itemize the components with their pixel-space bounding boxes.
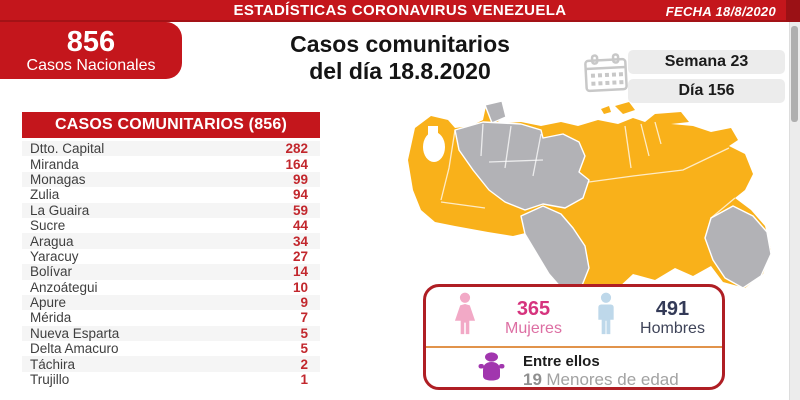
table-row: Zulia 94: [22, 187, 320, 202]
table-body: Dtto. Capital 282 Miranda 164 Monagas 99 Zu…: [22, 141, 320, 387]
national-cases-value: 856: [66, 25, 116, 58]
day-badge: Día 156: [628, 79, 785, 103]
table-row: Sucre 44: [22, 218, 320, 233]
minors-stat: Entre ellos 19 Menores de edad: [523, 353, 679, 390]
men-label: Hombres: [640, 319, 705, 337]
state-name: Yaracuy: [30, 248, 79, 264]
table-row: Dtto. Capital 282: [22, 141, 320, 157]
men-count: 491: [655, 297, 690, 320]
state-value: 5: [300, 325, 308, 341]
minors-line: 19 Menores de edad: [523, 370, 679, 390]
scrollbar-thumb[interactable]: [791, 26, 798, 122]
state-name: Mérida: [30, 310, 72, 326]
state-name: La Guaira: [30, 202, 90, 218]
table-row: Apure 9: [22, 294, 320, 311]
state-value: 9: [300, 295, 308, 311]
state-name: Nueva Esparta: [30, 325, 120, 341]
state-name: Apure: [30, 295, 67, 311]
state-value: 59: [292, 202, 308, 218]
state-name: Dtto. Capital: [30, 141, 105, 157]
state-value: 94: [292, 187, 308, 203]
venezuela-map: [393, 98, 788, 298]
community-cases-table: CASOS COMUNITARIOS (856) Dtto. Capital 28…: [22, 112, 320, 387]
top-banner: ESTADÍSTICAS CORONAVIRUS VENEZUELA FECHA…: [0, 0, 800, 22]
gender-stats-card: 365 Mujeres 491 Hombres: [423, 284, 725, 390]
state-value: 1: [300, 372, 308, 388]
national-cases-card: 856 Casos Nacionales: [0, 22, 182, 79]
minors-row: Entre ellos 19 Menores de edad: [426, 348, 722, 391]
banner-end-cap: [786, 0, 800, 22]
man-icon: [593, 292, 619, 343]
state-value: 10: [292, 279, 308, 295]
week-badge-label: Semana 23: [664, 53, 749, 70]
state-value: 164: [285, 156, 308, 172]
state-value: 5: [300, 341, 308, 357]
state-name: Miranda: [30, 156, 79, 172]
minors-title: Entre ellos: [523, 353, 600, 370]
women-label: Mujeres: [505, 319, 562, 337]
table-row: Mérida 7: [22, 310, 320, 325]
table-row: La Guaira 59: [22, 202, 320, 218]
woman-icon: [450, 292, 480, 343]
table-row: Aragua 34: [22, 233, 320, 249]
page-title-line2: del día 18.8.2020: [309, 58, 491, 84]
week-badge: Semana 23: [628, 50, 785, 74]
scrollbar-track[interactable]: [789, 22, 800, 400]
table-row: Anzoátegui 10: [22, 280, 320, 295]
table-row: Delta Amacuro 5: [22, 341, 320, 356]
minors-label: Menores de edad: [546, 370, 679, 389]
minors-count: 19: [523, 370, 542, 389]
page-title-line1: Casos comunitarios: [290, 31, 510, 57]
state-name: Trujillo: [30, 372, 70, 388]
women-count: 365: [516, 297, 551, 320]
national-cases-label: Casos Nacionales: [26, 56, 156, 74]
table-row: Nueva Esparta 5: [22, 325, 320, 342]
divider: [426, 346, 722, 348]
state-value: 44: [292, 218, 308, 234]
state-name: Táchira: [30, 356, 76, 372]
banner-date: FECHA 18/8/2020: [665, 3, 776, 19]
state-value: 14: [292, 264, 308, 280]
child-icon: [478, 352, 505, 391]
table-row: Bolívar 14: [22, 264, 320, 280]
state-name: Zulia: [30, 187, 60, 203]
state-value: 282: [285, 141, 308, 157]
table-row: Miranda 164: [22, 156, 320, 172]
state-name: Sucre: [30, 218, 66, 234]
table-row: Táchira 2: [22, 356, 320, 372]
state-name: Aragua: [30, 233, 74, 249]
table-row: Yaracuy 27: [22, 249, 320, 264]
state-name: Bolívar: [30, 264, 73, 280]
banner-title: ESTADÍSTICAS CORONAVIRUS VENEZUELA: [233, 1, 567, 19]
state-value: 99: [292, 171, 308, 187]
state-value: 34: [292, 233, 308, 249]
table-row: Trujillo 1: [22, 372, 320, 387]
state-value: 27: [292, 248, 308, 264]
day-badge-label: Día 156: [678, 82, 735, 99]
page-title: Casos comunitarios del día 18.8.2020: [235, 31, 565, 85]
men-stat: 491 Hombres: [631, 298, 714, 338]
state-name: Delta Amacuro: [30, 341, 119, 357]
table-row: Monagas 99: [22, 171, 320, 188]
gender-stats-row: 365 Mujeres 491 Hombres: [426, 287, 722, 346]
state-value: 2: [300, 356, 308, 372]
state-name: Anzoátegui: [30, 279, 98, 295]
calendar-icon: [582, 51, 630, 100]
table-header: CASOS COMUNITARIOS (856): [22, 112, 320, 138]
state-name: Monagas: [30, 171, 86, 187]
women-stat: 365 Mujeres: [492, 298, 575, 338]
state-value: 7: [300, 310, 308, 326]
